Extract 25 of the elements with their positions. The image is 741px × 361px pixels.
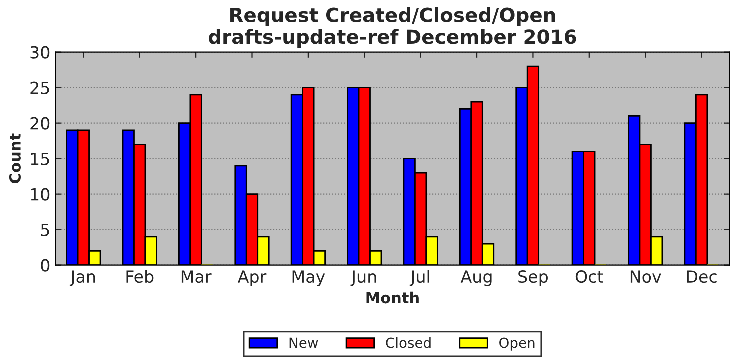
x-tick-label: Dec: [687, 270, 717, 284]
x-tick-label: Apr: [238, 270, 267, 286]
y-tick-label: 25: [30, 82, 50, 94]
x-tick-label: Oct: [576, 270, 604, 284]
y-tick-label: 5: [41, 224, 50, 236]
y-tick-label: 20: [30, 117, 50, 130]
x-axis-title: Month: [366, 292, 419, 304]
y-tick-label: 10: [31, 188, 50, 201]
x-tick-label: Mar: [182, 270, 212, 284]
x-tick-label: Jun: [350, 270, 376, 286]
legend-label: Closed: [386, 337, 431, 348]
y-tick-label: 15: [31, 153, 50, 166]
x-tick-label: May: [292, 270, 326, 286]
x-tick-label: Jul: [410, 270, 430, 286]
legend-label: Open: [500, 338, 535, 351]
chart-title: Request Created/Closed/Open drafts-update-ref December 2016: [208, 7, 576, 48]
y-tick-label: 0: [41, 259, 50, 272]
legend-label: New: [290, 338, 318, 348]
y-tick-label: 30: [30, 46, 50, 59]
y-axis-title: Count: [9, 134, 21, 184]
x-tick-label: Feb: [126, 270, 154, 284]
x-tick-label: Nov: [630, 270, 662, 284]
x-tick-label: Sep: [518, 270, 548, 286]
x-tick-label: Aug: [460, 270, 492, 286]
x-tick-label: Jan: [70, 270, 96, 286]
